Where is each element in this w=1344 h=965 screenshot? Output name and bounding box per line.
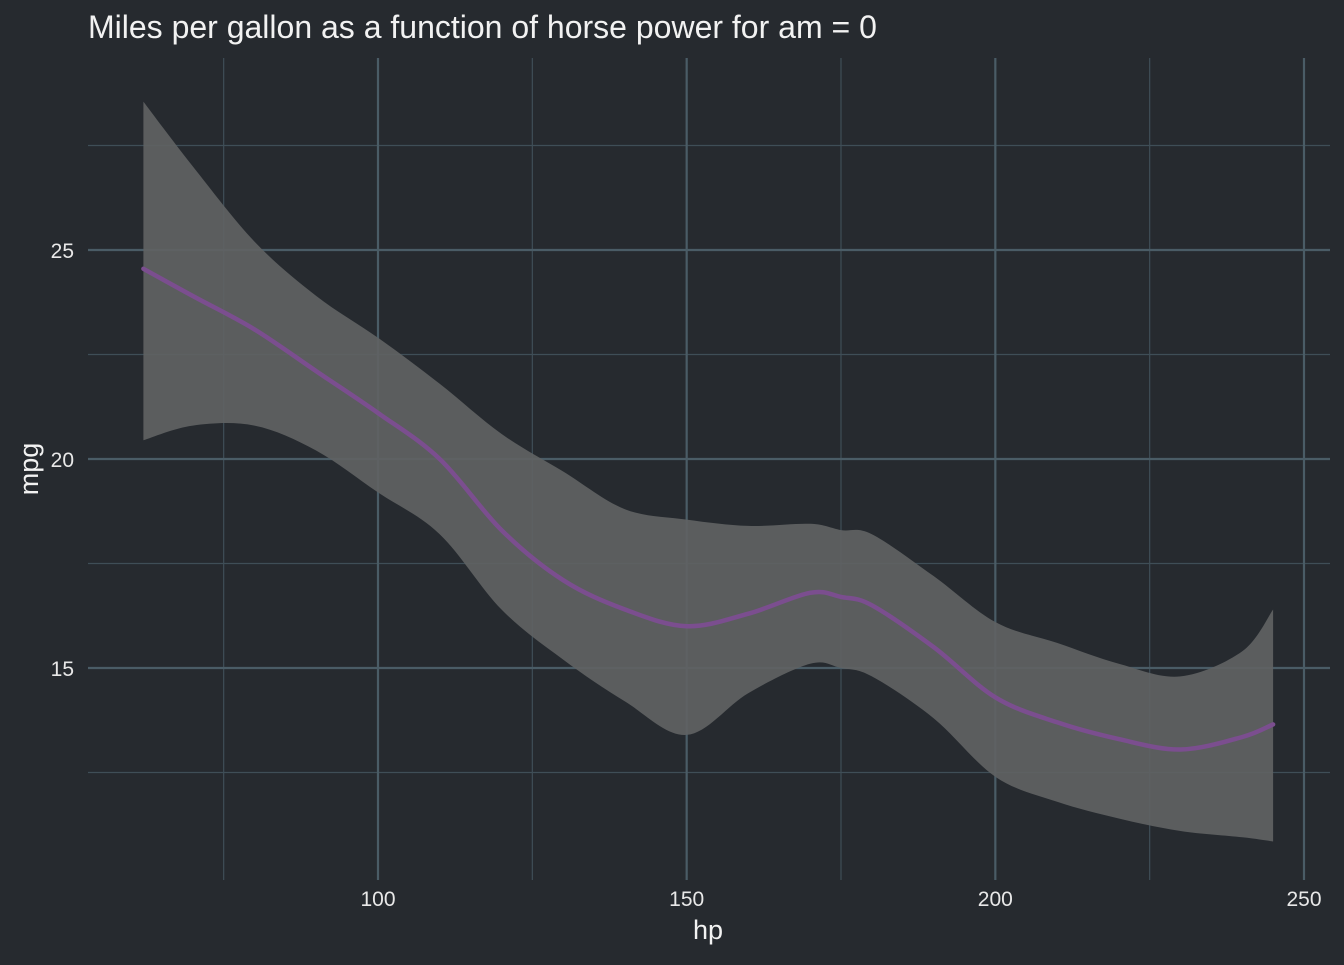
x-tick-label: 200 xyxy=(978,888,1013,911)
confidence-band xyxy=(143,101,1274,842)
y-tick-label: 25 xyxy=(51,240,74,263)
y-tick-label: 15 xyxy=(51,658,74,681)
x-axis-label: hp xyxy=(693,915,723,945)
x-tick-label: 150 xyxy=(669,888,704,911)
x-tick-labels: 100 150 200 250 xyxy=(360,888,1321,911)
smooth-line-layer xyxy=(141,266,1276,752)
y-tick-label: 20 xyxy=(51,449,74,472)
confidence-band-layer xyxy=(143,101,1274,842)
x-tick-label: 250 xyxy=(1286,888,1321,911)
chart-title: Miles per gallon as a function of horse … xyxy=(88,9,877,45)
x-tick-label: 100 xyxy=(360,888,395,911)
y-tick-labels: 15 20 25 xyxy=(51,240,74,681)
smooth-fit-line xyxy=(141,266,1276,752)
y-axis-label: mpg xyxy=(14,443,44,496)
